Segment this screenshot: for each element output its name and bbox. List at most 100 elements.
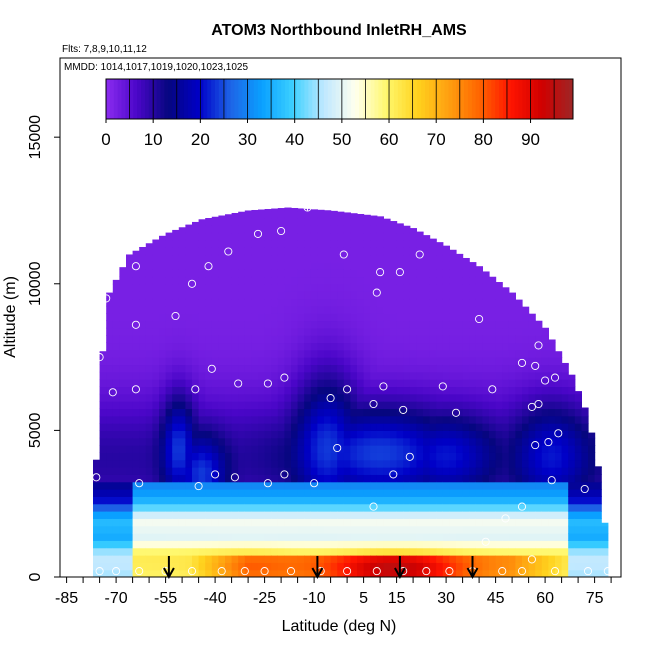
- field-cell: [277, 386, 285, 395]
- field-cell: [423, 555, 431, 563]
- field-cell: [139, 269, 147, 278]
- field-cell: [178, 357, 186, 366]
- field-cell: [548, 339, 556, 344]
- field-cell: [126, 401, 134, 409]
- field-cell: [218, 215, 226, 219]
- field-cell: [482, 503, 490, 512]
- field-cell: [284, 305, 292, 314]
- field-cell: [271, 342, 279, 351]
- field-cell: [376, 320, 384, 329]
- field-cell: [225, 217, 233, 226]
- field-cell: [152, 474, 160, 483]
- field-cell: [409, 474, 417, 483]
- field-cell: [528, 408, 536, 417]
- field-cell: [291, 430, 299, 439]
- field-cell: [225, 474, 233, 483]
- field-cell: [225, 283, 233, 292]
- field-cell: [244, 540, 252, 549]
- field-cell: [271, 320, 279, 329]
- field-cell: [310, 276, 318, 285]
- field-cell: [152, 305, 160, 314]
- field-cell: [376, 364, 384, 373]
- field-cell: [277, 305, 285, 314]
- field-cell: [271, 254, 279, 263]
- field-cell: [132, 415, 140, 424]
- field-cell: [396, 393, 404, 402]
- colorbar-segment: [312, 79, 317, 119]
- field-cell: [574, 540, 582, 549]
- field-cell: [535, 342, 543, 351]
- field-cell: [541, 379, 549, 388]
- field-cell: [449, 379, 457, 388]
- field-cell: [423, 393, 431, 402]
- field-cell: [112, 459, 120, 468]
- field-cell: [548, 555, 556, 563]
- field-cell: [330, 349, 338, 358]
- field-cell: [357, 217, 365, 226]
- field-cell: [482, 305, 490, 314]
- field-cell: [291, 423, 299, 431]
- field-cell: [198, 518, 206, 527]
- field-cell: [277, 298, 285, 307]
- field-cell: [152, 320, 160, 329]
- field-cell: [178, 489, 186, 497]
- field-cell: [376, 216, 384, 219]
- field-cell: [106, 503, 114, 512]
- field-cell: [429, 562, 437, 571]
- field-cell: [561, 401, 569, 409]
- field-cell: [211, 357, 219, 366]
- field-cell: [304, 261, 312, 270]
- field-cell: [185, 342, 193, 351]
- field-cell: [198, 320, 206, 329]
- field-cell: [324, 379, 332, 388]
- field-cell: [205, 445, 213, 453]
- field-cell: [112, 518, 120, 527]
- field-cell: [297, 335, 305, 344]
- field-cell: [370, 430, 378, 439]
- field-cell: [515, 415, 523, 424]
- field-cell: [304, 547, 312, 556]
- field-cell: [528, 335, 536, 344]
- field-cell: [132, 401, 140, 409]
- field-cell: [277, 342, 285, 351]
- field-cell: [495, 547, 503, 556]
- field-cell: [152, 569, 160, 577]
- field-cell: [343, 459, 351, 468]
- field-cell: [251, 371, 259, 380]
- colorbar-segment: [230, 79, 235, 119]
- field-cell: [409, 437, 417, 446]
- field-cell: [251, 276, 259, 285]
- field-cell: [383, 254, 391, 263]
- field-cell: [508, 313, 516, 322]
- field-cell: [244, 225, 252, 234]
- field-cell: [324, 474, 332, 483]
- field-cell: [324, 452, 332, 461]
- field-cell: [330, 371, 338, 380]
- field-cell: [165, 269, 173, 278]
- field-cell: [284, 217, 292, 226]
- field-cell: [324, 313, 332, 322]
- field-cell: [172, 283, 180, 292]
- field-cell: [139, 371, 147, 380]
- field-cell: [330, 445, 338, 453]
- field-cell: [244, 533, 252, 541]
- field-cell: [561, 362, 569, 366]
- field-cell: [370, 247, 378, 256]
- field-cell: [297, 291, 305, 300]
- colorbar-segment: [226, 79, 232, 119]
- field-cell: [528, 415, 536, 424]
- field-cell: [205, 547, 213, 556]
- field-cell: [271, 379, 279, 388]
- field-cell: [291, 452, 299, 461]
- field-cell: [581, 518, 589, 527]
- field-cell: [515, 533, 523, 541]
- field-cell: [218, 452, 226, 461]
- field-cell: [469, 430, 477, 439]
- field-cell: [119, 379, 127, 388]
- field-cell: [363, 291, 371, 300]
- field-cell: [429, 481, 437, 490]
- field-cell: [495, 511, 503, 519]
- field-cell: [456, 253, 464, 256]
- field-cell: [152, 437, 160, 446]
- field-cell: [588, 555, 596, 563]
